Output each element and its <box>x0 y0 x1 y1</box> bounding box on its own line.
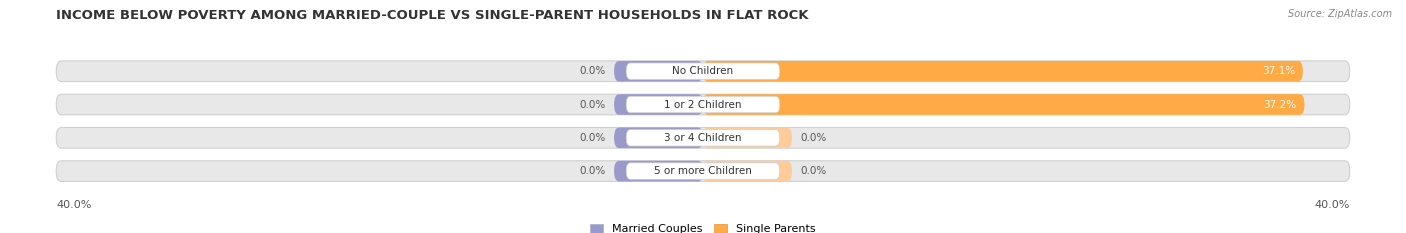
Text: Source: ZipAtlas.com: Source: ZipAtlas.com <box>1288 9 1392 19</box>
FancyBboxPatch shape <box>703 127 792 148</box>
Text: 0.0%: 0.0% <box>579 66 606 76</box>
Text: 40.0%: 40.0% <box>56 200 91 210</box>
FancyBboxPatch shape <box>703 61 1303 82</box>
Text: No Children: No Children <box>672 66 734 76</box>
Text: 3 or 4 Children: 3 or 4 Children <box>664 133 742 143</box>
FancyBboxPatch shape <box>626 163 780 179</box>
Text: 0.0%: 0.0% <box>579 133 606 143</box>
Text: 0.0%: 0.0% <box>800 133 827 143</box>
Text: 0.0%: 0.0% <box>579 99 606 110</box>
Text: 37.1%: 37.1% <box>1261 66 1295 76</box>
Text: 40.0%: 40.0% <box>1315 200 1350 210</box>
Text: 1 or 2 Children: 1 or 2 Children <box>664 99 742 110</box>
FancyBboxPatch shape <box>614 94 703 115</box>
FancyBboxPatch shape <box>56 127 1350 148</box>
Text: 0.0%: 0.0% <box>800 166 827 176</box>
FancyBboxPatch shape <box>703 161 792 182</box>
FancyBboxPatch shape <box>56 161 1350 182</box>
FancyBboxPatch shape <box>614 61 703 82</box>
FancyBboxPatch shape <box>56 61 1350 82</box>
Text: 37.2%: 37.2% <box>1263 99 1296 110</box>
Text: 5 or more Children: 5 or more Children <box>654 166 752 176</box>
FancyBboxPatch shape <box>626 96 780 113</box>
FancyBboxPatch shape <box>626 63 780 79</box>
FancyBboxPatch shape <box>626 130 780 146</box>
Text: INCOME BELOW POVERTY AMONG MARRIED-COUPLE VS SINGLE-PARENT HOUSEHOLDS IN FLAT RO: INCOME BELOW POVERTY AMONG MARRIED-COUPL… <box>56 9 808 22</box>
FancyBboxPatch shape <box>614 161 703 182</box>
Legend: Married Couples, Single Parents: Married Couples, Single Parents <box>586 219 820 233</box>
FancyBboxPatch shape <box>614 127 703 148</box>
Text: 0.0%: 0.0% <box>579 166 606 176</box>
FancyBboxPatch shape <box>56 94 1350 115</box>
FancyBboxPatch shape <box>703 94 1305 115</box>
